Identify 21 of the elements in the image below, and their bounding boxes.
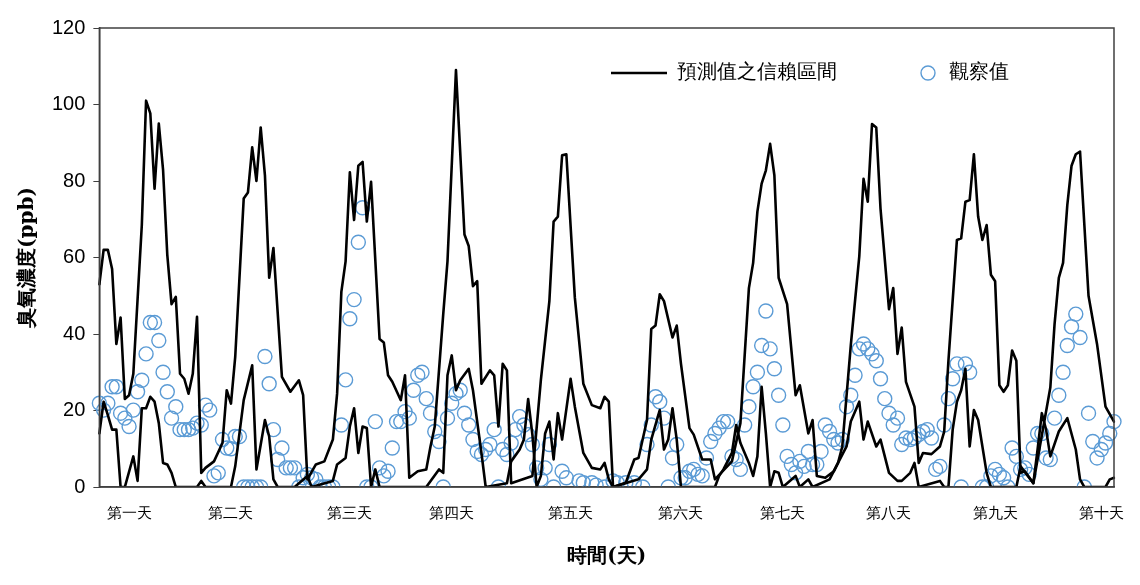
x-tick-label: 第十天 <box>1078 503 1124 522</box>
x-axis-title: 時間(天) <box>567 543 647 568</box>
x-tick-label: 第二天 <box>208 503 254 522</box>
x-tick-label: 第七天 <box>760 503 806 522</box>
y-tick-label: 60 <box>63 245 86 268</box>
y-tick-label: 40 <box>63 321 86 344</box>
y-tick-label: 0 <box>74 474 86 497</box>
y-tick-label: 100 <box>51 92 86 115</box>
x-tick-label: 第八天 <box>866 503 912 522</box>
y-tick-label: 120 <box>51 15 86 38</box>
x-tick-label: 第四天 <box>429 503 475 522</box>
x-tick-label: 第三天 <box>327 503 373 522</box>
legend-label: 預測值之信賴區間 <box>677 59 837 84</box>
x-tick-label: 第五天 <box>548 503 594 522</box>
legend-label: 觀察值 <box>949 59 1009 84</box>
y-axis-title: 臭氧濃度(ppb) <box>14 187 39 329</box>
y-tick-label: 80 <box>63 168 86 191</box>
x-tick-label: 第六天 <box>658 503 704 522</box>
y-tick-label: 20 <box>63 398 86 421</box>
x-tick-label: 第九天 <box>972 503 1018 522</box>
x-tick-label: 第一天 <box>106 503 152 522</box>
